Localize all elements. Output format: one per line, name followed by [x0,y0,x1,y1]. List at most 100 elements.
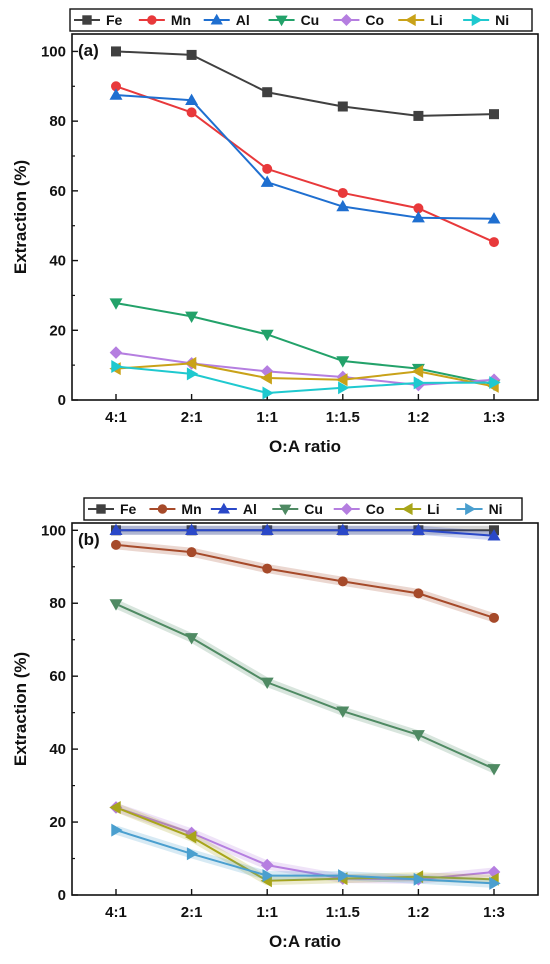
chart-panel-b: 0 20 40 60 80 100 4:1 2:1 1:1 1:1.5 1:2 1:3 O:A rati… [11,497,539,951]
plot-frame [71,522,539,896]
series-line-cu [115,603,495,770]
data-point-al [487,529,501,541]
data-point-mn [111,539,121,550]
data-point-cu [336,356,350,368]
series-line-li [115,362,495,388]
data-point-ni [186,847,199,861]
data-point-mn [262,163,273,174]
legend-item-co: Co [333,501,384,517]
legend-marker-ni [465,502,476,516]
legend-item-mn: Mn [138,12,191,28]
series-cu [109,599,501,776]
data-point-ni [338,381,350,395]
legend-item-li: Li [398,12,443,28]
series-line-al [116,529,495,537]
data-point-al [487,212,501,224]
legend-marker-cu [275,15,288,27]
data-point-mn [262,563,273,574]
series-line-cu [115,302,495,386]
series-line-co [115,351,495,387]
data-point-ni [338,869,350,883]
data-point-al [260,523,274,536]
legend-marker-fe [96,504,106,514]
data-point-co [109,346,123,359]
x-tick-label: 2:1 [181,904,203,921]
data-point-cu [411,730,425,742]
legend-label: Ni [495,12,509,28]
data-point-li [411,364,424,378]
data-point-mn [337,187,348,198]
series-line-al [115,94,495,220]
data-point-mn [489,612,499,623]
legend-label: Mn [171,12,191,28]
legend-label: Co [365,12,384,28]
data-point-ni [262,386,274,400]
y-tick-label: 40 [49,741,66,758]
legend-item-cu: Cu [272,501,323,517]
series-line-ni [115,829,495,885]
legend-item-co: Co [333,12,384,28]
plot-frame [71,33,539,401]
data-point-cu [260,329,274,342]
legend-label: Mn [181,501,201,517]
data-point-li [336,373,348,387]
y-axis-label: Extraction (%) [11,652,30,766]
series-mn [111,539,499,623]
x-tick-label: 2:1 [181,409,203,426]
y-tick-label: 60 [49,668,66,685]
data-point-cu [336,706,350,718]
data-point-ni [111,360,123,374]
data-point-mn [489,237,499,248]
x-axis-label: O:A ratio [269,932,341,951]
data-point-fe [186,49,197,60]
y-tick-label: 40 [49,253,66,270]
data-point-li [184,356,197,370]
data-point-cu [109,599,123,611]
data-point-al [336,523,350,536]
legend-label: Cu [301,12,320,28]
data-point-fe [111,46,121,57]
x-tick-label: 1:1.5 [326,409,360,426]
y-tick-label: 80 [49,113,66,130]
data-point-ni [262,869,274,883]
series-al [109,523,501,541]
x-tick-label: 1:1 [256,904,278,921]
data-point-ni [489,376,501,390]
x-tick-label: 4:1 [105,904,127,921]
series-line-li [115,806,495,882]
data-point-cu [185,311,199,323]
data-point-al [109,88,123,100]
legend-item-al: Al [203,12,250,28]
legend-marker-li [405,13,416,27]
series-mn [111,81,499,248]
series-band-mn [115,540,496,623]
x-axis-label: O:A ratio [269,437,341,456]
y-tick-label: 100 [41,522,66,539]
legend-marker-al [217,502,230,514]
legend-box [69,8,533,32]
legend-item-li: Li [395,501,440,517]
legend-marker-fe [82,15,92,25]
legend-item-mn: Mn [149,501,202,517]
legend-marker-ni [471,13,483,27]
y-tick-label: 20 [49,322,66,339]
y-tick-label: 0 [58,392,66,409]
legend-label: Ni [489,501,503,517]
legend-item-fe: Fe [74,12,123,28]
x-tick-label: 1:1 [256,409,278,426]
data-point-ni [186,367,199,381]
legend-label: Li [427,501,439,517]
series-line-ni [115,365,495,395]
x-tick-label: 4:1 [105,409,127,426]
legend: Fe Mn Al Cu Co Li Ni [83,497,523,521]
legend-marker-al [210,13,223,25]
data-point-ni [413,376,426,390]
data-point-mn [186,547,197,558]
data-point-ni [489,876,501,890]
x-tick-label: 1:1.5 [326,904,360,921]
y-tick-label: 20 [49,814,66,831]
series-line-mn [115,543,495,619]
data-point-mn [413,588,424,599]
data-point-cu [109,298,123,310]
